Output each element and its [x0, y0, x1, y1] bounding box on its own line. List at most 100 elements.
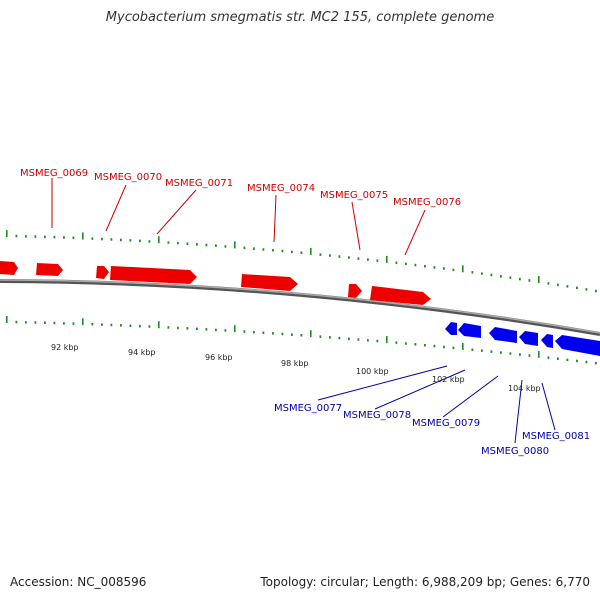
major-tick [310, 247, 312, 255]
gene-label-msmeg-0076[interactable]: MSMEG_0076 [393, 197, 461, 208]
minor-tick [243, 330, 246, 333]
leader-line [273, 194, 277, 243]
minor-tick [557, 283, 559, 287]
gene-arrow-reverse[interactable] [555, 335, 600, 356]
gene-arrow-msmeg-0075[interactable] [348, 284, 362, 298]
minor-tick [348, 256, 350, 259]
major-tick [462, 265, 464, 273]
scale-label-94kbp: 94 kbp [128, 348, 156, 357]
minor-tick [300, 251, 303, 254]
minor-tick [44, 235, 46, 239]
minor-tick [177, 326, 179, 330]
accession-label: Accession: NC_008596 [10, 575, 147, 589]
minor-tick [110, 238, 113, 241]
minor-tick [490, 273, 493, 277]
minor-tick [433, 344, 436, 348]
gene-arrow-msmeg-0071[interactable] [110, 266, 197, 284]
minor-tick [481, 349, 483, 352]
minor-tick [63, 236, 65, 239]
minor-tick [215, 244, 217, 247]
gene-arrow-msmeg-0074[interactable] [241, 274, 298, 291]
minor-tick [471, 348, 474, 351]
gene-arrow-msmeg-0070[interactable] [96, 266, 109, 279]
minor-tick [44, 321, 46, 324]
gene-arrow-forward[interactable] [0, 261, 18, 275]
major-tick [310, 330, 312, 338]
leader-line [351, 201, 361, 251]
minor-tick [148, 325, 151, 328]
gene-label-msmeg-0075[interactable]: MSMEG_0075 [320, 190, 388, 201]
gene-arrow-msmeg-0076[interactable] [370, 286, 431, 305]
minor-tick [348, 337, 350, 341]
minor-tick [509, 352, 512, 355]
minor-tick [25, 321, 27, 324]
minor-tick [186, 242, 189, 245]
gene-arrow-msmeg-0077[interactable] [445, 322, 457, 335]
minor-tick [395, 341, 398, 344]
minor-tick [338, 255, 341, 258]
minor-tick [272, 332, 274, 335]
gene-arrow-msmeg-0078[interactable] [458, 323, 481, 338]
minor-tick [414, 263, 417, 267]
gene-label-msmeg-0070[interactable]: MSMEG_0070 [94, 172, 162, 183]
minor-tick [519, 353, 521, 356]
minor-tick [547, 356, 550, 359]
major-tick [6, 230, 8, 238]
minor-tick [15, 320, 18, 324]
minor-tick [376, 259, 379, 262]
leader-line [105, 184, 127, 232]
major-tick [82, 318, 84, 326]
minor-tick [319, 253, 322, 256]
gene-arrow-msmeg-0080[interactable] [519, 331, 538, 346]
gene-label-msmeg-0074[interactable]: MSMEG_0074 [247, 183, 315, 194]
minor-tick [120, 324, 122, 327]
minor-tick [300, 334, 303, 337]
minor-tick [53, 321, 56, 325]
leader-line [404, 209, 426, 256]
minor-tick [72, 322, 75, 325]
minor-tick [357, 257, 360, 260]
minor-tick [566, 285, 569, 288]
minor-tick [376, 339, 379, 343]
gene-label-msmeg-0077[interactable]: MSMEG_0077 [274, 403, 342, 414]
gene-arrow-msmeg-0069[interactable] [36, 263, 63, 276]
minor-tick [405, 262, 407, 266]
minor-tick [281, 249, 284, 253]
gene-arrow-msmeg-0079[interactable] [489, 327, 517, 343]
gene-label-msmeg-0081[interactable]: MSMEG_0081 [522, 431, 590, 442]
minor-tick [414, 343, 417, 346]
minor-tick [63, 322, 65, 325]
minor-tick [167, 241, 170, 244]
gene-label-msmeg-0069[interactable]: MSMEG_0069 [20, 168, 88, 179]
leader-line [514, 379, 523, 444]
minor-tick [72, 236, 75, 240]
major-tick [158, 236, 160, 244]
gene-label-msmeg-0071[interactable]: MSMEG_0071 [165, 178, 233, 189]
minor-tick [566, 358, 569, 362]
scale-label-102kbp: 102 kbp [432, 375, 465, 384]
major-tick [538, 350, 540, 358]
map-title: Mycobacterium smegmatis str. MC2 155, co… [105, 10, 495, 25]
minor-tick [367, 258, 369, 261]
gene-label-msmeg-0079[interactable]: MSMEG_0079 [412, 418, 480, 429]
gene-label-msmeg-0080[interactable]: MSMEG_0080 [481, 446, 549, 457]
minor-tick [291, 250, 293, 254]
major-tick [158, 321, 160, 329]
minor-tick [91, 237, 94, 240]
minor-tick [319, 335, 322, 338]
minor-tick [424, 344, 426, 347]
minor-tick [595, 289, 597, 293]
minor-tick [395, 261, 398, 264]
minor-tick [424, 265, 426, 268]
minor-tick [557, 357, 559, 360]
minor-tick [452, 268, 455, 272]
minor-tick [291, 333, 293, 336]
gene-arrow-msmeg-0081[interactable] [541, 334, 553, 348]
minor-tick [519, 277, 521, 281]
forward-labels [51, 178, 426, 256]
minor-tick [34, 321, 37, 324]
forward-strand [0, 261, 431, 305]
minor-tick [500, 275, 502, 278]
leader-line [374, 369, 466, 410]
gene-label-msmeg-0078[interactable]: MSMEG_0078 [343, 410, 411, 421]
